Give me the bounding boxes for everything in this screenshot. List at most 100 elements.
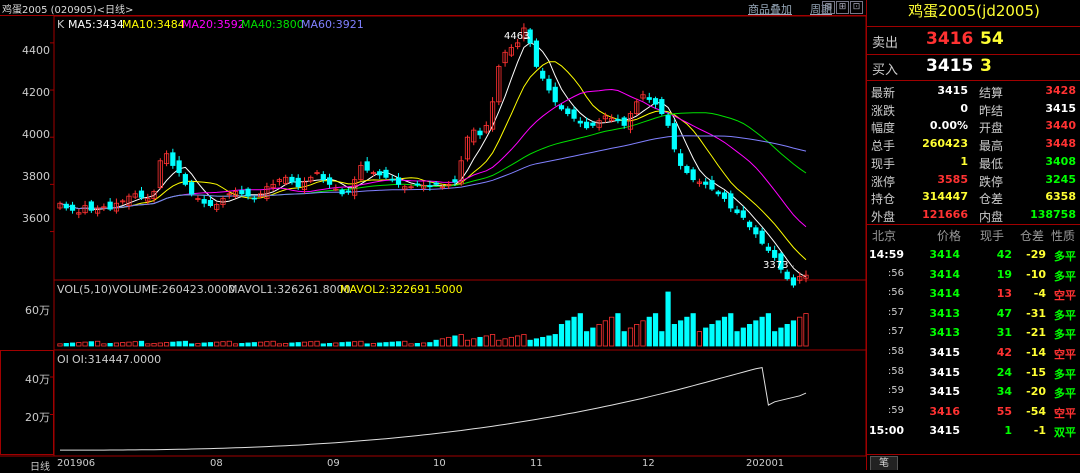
candle-down xyxy=(138,190,145,198)
candle-down xyxy=(245,188,251,197)
volume-bar xyxy=(138,340,145,347)
trade-nature: 空平 xyxy=(1054,348,1076,361)
stat-label: 开盘 xyxy=(979,121,1004,136)
volume-bar xyxy=(784,323,790,347)
volume-bar xyxy=(552,334,558,347)
volume-bar xyxy=(446,336,452,347)
candle-up xyxy=(402,186,408,190)
volume-bar xyxy=(558,323,565,347)
restore-button[interactable]: ⊞ xyxy=(836,1,849,14)
volume-bar xyxy=(659,331,665,347)
price-tick-4000: 4000 xyxy=(22,128,50,141)
candle-down xyxy=(690,169,696,181)
stat-value: 260423 xyxy=(922,137,968,151)
candle-up xyxy=(696,181,703,184)
candle-up xyxy=(602,115,608,120)
candle-up xyxy=(420,185,427,189)
trades-header-cell: 价格 xyxy=(937,229,962,243)
candle-up xyxy=(458,160,464,185)
trade-nature: 多平 xyxy=(1054,308,1076,322)
stat-value: 0 xyxy=(960,101,968,115)
volume-bar xyxy=(358,340,364,347)
maximize-button[interactable]: ⊡ xyxy=(850,1,863,14)
candle-up xyxy=(132,193,138,198)
candle-up xyxy=(314,172,320,174)
candle-down xyxy=(790,277,797,286)
trade-time: :57 xyxy=(887,306,904,318)
candle-down xyxy=(671,123,677,150)
volume-bar xyxy=(740,327,746,347)
stat-value: 3440 xyxy=(1045,119,1076,133)
trade-oi-change: -1 xyxy=(1033,424,1046,438)
ma60-label: MA60:3921 xyxy=(301,18,364,31)
volume-bar xyxy=(728,313,734,347)
volume-bar xyxy=(527,339,533,347)
vol-tick-60w: 60万 xyxy=(25,304,50,317)
stat-label: 持仓 xyxy=(871,192,896,207)
candle-down xyxy=(709,180,715,190)
period-link[interactable]: 周期 xyxy=(810,3,832,16)
candle-down xyxy=(715,191,721,195)
minimize-button[interactable]: ⊟ xyxy=(822,1,835,14)
oi-label: OI xyxy=(57,353,69,366)
volume-bar xyxy=(69,342,76,347)
candle-down xyxy=(703,181,709,185)
candle-down xyxy=(552,86,558,103)
trade-volume: 42 xyxy=(996,346,1012,359)
volume-bar xyxy=(772,331,778,347)
sell-label: 卖出 xyxy=(872,36,899,51)
candle-up xyxy=(803,274,809,279)
candle-down xyxy=(721,192,728,199)
trade-price: 3415 xyxy=(929,365,960,379)
volume-bar xyxy=(439,338,446,347)
low-annotation: 3373 xyxy=(763,260,789,271)
candle-up xyxy=(352,179,358,196)
trade-oi-change: -10 xyxy=(1026,267,1046,281)
candle-down xyxy=(784,271,790,280)
trades-header-cell: 现手 xyxy=(980,229,1005,243)
trade-nature: 空平 xyxy=(1054,406,1076,420)
volume-bar xyxy=(640,320,646,347)
volume-bar xyxy=(753,320,759,347)
candle-up xyxy=(82,205,88,214)
overlay-commodity-link[interactable]: 商品叠加 xyxy=(748,3,792,16)
volume-bar xyxy=(408,343,414,347)
volume-bar xyxy=(496,339,502,347)
candle-down xyxy=(765,246,771,251)
stat-label: 跌停 xyxy=(979,174,1004,189)
volume-bar xyxy=(289,342,295,347)
x-tick-09: 09 xyxy=(327,458,340,469)
trade-oi-change: -31 xyxy=(1026,306,1046,320)
candle-up xyxy=(95,207,101,214)
oi-path xyxy=(60,367,807,451)
trade-time: :59 xyxy=(887,404,904,416)
volume-bar xyxy=(427,342,433,347)
ma40-label: MA40:3800 xyxy=(241,18,304,31)
candle-down xyxy=(289,176,295,183)
stat-value: 3585 xyxy=(937,172,968,186)
volume-bar xyxy=(276,343,283,347)
candle-up xyxy=(195,198,201,200)
trade-price: 3414 xyxy=(929,267,960,281)
candle-down xyxy=(88,201,94,211)
volume-bar xyxy=(684,316,690,347)
oi-tick-40w: 40万 xyxy=(25,373,50,386)
candle-down xyxy=(189,182,195,195)
trade-nature: 多平 xyxy=(1054,328,1076,342)
volume-bar xyxy=(615,313,621,347)
candle-up xyxy=(464,136,471,160)
volume-bar xyxy=(163,342,170,347)
volume-bar xyxy=(370,343,377,347)
candle-up xyxy=(640,94,646,99)
volume-bar xyxy=(283,343,289,347)
candle-down xyxy=(207,200,214,207)
candle-down xyxy=(107,201,113,210)
price-panel-frame xyxy=(53,15,867,281)
candle-up xyxy=(232,191,239,198)
volume-bar xyxy=(477,336,483,347)
volume-bar xyxy=(634,323,640,347)
volume-bar xyxy=(489,334,496,347)
tick-tab[interactable]: 笔 xyxy=(870,456,898,470)
x-tick-11: 11 xyxy=(530,458,543,469)
